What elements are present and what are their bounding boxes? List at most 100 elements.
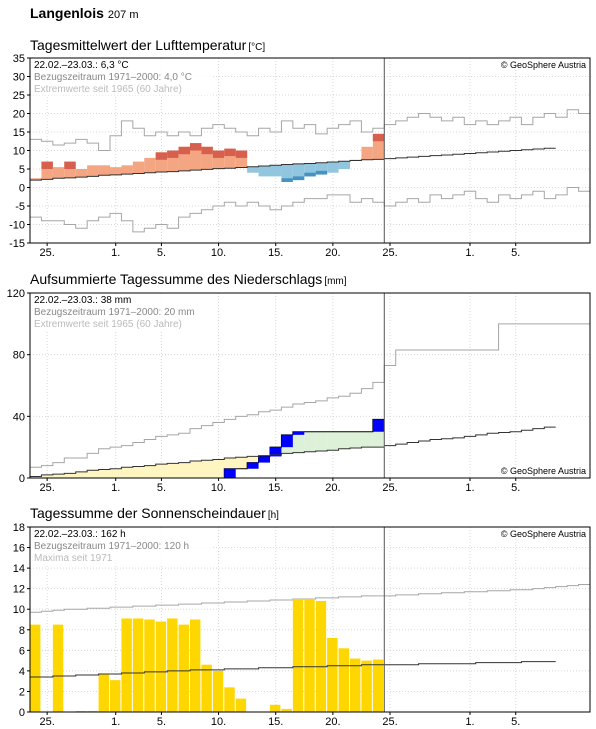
precip-climatology-line bbox=[30, 446, 385, 477]
precip-info-extremes: Extremwerte seit 1965 (60 Jahre) bbox=[34, 319, 182, 330]
temp-warm-bar-extreme bbox=[167, 150, 179, 158]
sun-info-extremes: Maxima seit 1971 bbox=[34, 553, 113, 564]
sunshine-bar bbox=[350, 658, 361, 712]
temp-warm-bar bbox=[190, 143, 202, 171]
sun-ytick-label: 16 bbox=[13, 543, 25, 555]
precip-xtick-label: 25. bbox=[39, 482, 54, 494]
temp-warm-bar bbox=[144, 157, 156, 173]
temp-xtick-label: 25. bbox=[39, 247, 54, 259]
temp-ytick-label: 5 bbox=[19, 164, 25, 176]
temp-warm-bar bbox=[372, 133, 385, 160]
temp-xtick-label: 5. bbox=[157, 247, 166, 259]
precip-xtick-label: 25. bbox=[382, 482, 397, 494]
precip-xtick-label: 15. bbox=[268, 482, 283, 494]
sunshine-bar bbox=[315, 601, 327, 712]
precip-daily-bar bbox=[247, 462, 259, 469]
temperature-unit: [°C] bbox=[248, 42, 266, 53]
precip-plot-frame bbox=[29, 292, 591, 479]
temp-xtick-label: 5. bbox=[511, 247, 520, 259]
temp-cold-bar bbox=[281, 164, 293, 182]
temp-warm-bar bbox=[121, 165, 133, 175]
sun-ytick-label: 8 bbox=[19, 625, 25, 637]
precip-xtick-label: 1. bbox=[465, 482, 474, 494]
temp-warm-bar bbox=[30, 178, 42, 181]
sun-xtick-label: 5. bbox=[511, 716, 520, 728]
sun-xtick-label: 10. bbox=[211, 716, 226, 728]
temp-climatology-line bbox=[30, 158, 385, 181]
temp-ytick-label: -5 bbox=[15, 201, 25, 213]
temp-warm-bar-extreme bbox=[372, 133, 385, 142]
sunshine-unit: [h] bbox=[267, 510, 279, 521]
sunshine-bar bbox=[235, 698, 247, 712]
temp-info-box bbox=[31, 59, 211, 95]
temp-warm-bar-extreme bbox=[178, 146, 190, 155]
temp-warm-bar bbox=[235, 150, 248, 168]
temp-warm-bar bbox=[87, 165, 99, 177]
sunshine-bar bbox=[121, 618, 132, 712]
temp-warm-bar-extreme bbox=[235, 150, 248, 158]
precip-deficit-area bbox=[190, 461, 202, 478]
temp-warm-bar bbox=[167, 150, 179, 172]
temp-xtick-label: 25. bbox=[382, 247, 397, 259]
temp-cold-bar bbox=[270, 165, 282, 177]
precip-daily-bar bbox=[292, 431, 305, 435]
temp-xtick-label: 20. bbox=[325, 247, 340, 259]
temp-warm-bar bbox=[212, 150, 225, 169]
sunshine-bar bbox=[110, 680, 121, 712]
sunshine-bar bbox=[144, 619, 155, 712]
sunshine-bar bbox=[52, 624, 64, 712]
sunshine-bar bbox=[327, 638, 338, 712]
sunshine-title: Tagessumme der Sonnenscheindauer bbox=[30, 505, 266, 521]
temp-ytick-label: 20 bbox=[13, 109, 25, 121]
temp-xtick-label: 1. bbox=[465, 247, 474, 259]
sun-xtick-label: 5. bbox=[157, 716, 166, 728]
temp-warm-bar bbox=[132, 161, 145, 174]
temp-cold-bar-extreme bbox=[292, 176, 305, 181]
temp-ytick-label: 30 bbox=[13, 72, 25, 84]
precip-deficit-area bbox=[98, 469, 110, 478]
temp-future-climatology-line bbox=[384, 147, 556, 160]
precip-daily-bar bbox=[270, 447, 282, 457]
temp-info-extremes: Extremwerte seit 1965 (60 Jahre) bbox=[34, 84, 182, 95]
temp-warm-bar-extreme bbox=[190, 143, 202, 151]
temp-min-line bbox=[30, 187, 590, 233]
temp-cold-bar bbox=[315, 162, 328, 175]
temp-cold-bar-extreme bbox=[315, 170, 328, 175]
precip-surplus-area bbox=[361, 431, 373, 448]
temp-cold-bar bbox=[292, 163, 305, 181]
precip-deficit-area bbox=[64, 473, 76, 478]
sunshine-bar bbox=[270, 704, 281, 712]
sun-info-period: 22.02.–23.03.: 162 h bbox=[34, 529, 126, 540]
sun-ytick-label: 6 bbox=[19, 645, 25, 657]
precip-deficit-area bbox=[201, 460, 213, 478]
sunshine-bar bbox=[98, 673, 109, 712]
sun-ytick-label: 18 bbox=[13, 522, 25, 534]
temp-warm-bar-extreme bbox=[64, 161, 76, 169]
precip-title: Aufsummierte Tagessumme des Niederschlag… bbox=[30, 271, 323, 287]
station-name: Langenlois bbox=[30, 5, 104, 21]
temp-warm-bar-extreme bbox=[212, 150, 225, 158]
temp-cold-bar bbox=[304, 163, 316, 177]
temp-cold-bar-extreme bbox=[281, 178, 293, 182]
sun-xtick-label: 1. bbox=[111, 716, 120, 728]
precip-deficit-area bbox=[155, 464, 168, 478]
precip-deficit-area bbox=[75, 471, 88, 478]
sunshine-bar bbox=[372, 659, 384, 712]
precip-unit: [mm] bbox=[324, 276, 347, 287]
temp-max-line bbox=[30, 109, 590, 151]
sunshine-panel-title: Tagessumme der Sonnenscheindauer [h] bbox=[30, 505, 279, 521]
precip-deficit-area bbox=[121, 467, 133, 478]
sun-ytick-label: 4 bbox=[19, 666, 25, 678]
precip-surplus-area bbox=[338, 431, 350, 449]
sunshine-bar bbox=[304, 598, 315, 712]
precip-deficit-area bbox=[212, 459, 225, 478]
precip-xtick-label: 10. bbox=[211, 482, 226, 494]
precip-ytick-label: 80 bbox=[13, 350, 25, 362]
sunshine-bar bbox=[201, 664, 212, 712]
station-header: Langenlois 207 m bbox=[30, 5, 138, 21]
sun-ytick-label: 2 bbox=[19, 686, 25, 698]
sunshine-bar bbox=[292, 598, 304, 712]
temp-cold-bar bbox=[338, 161, 350, 169]
precip-daily-bar bbox=[258, 456, 270, 463]
temp-cold-bar bbox=[247, 166, 259, 173]
